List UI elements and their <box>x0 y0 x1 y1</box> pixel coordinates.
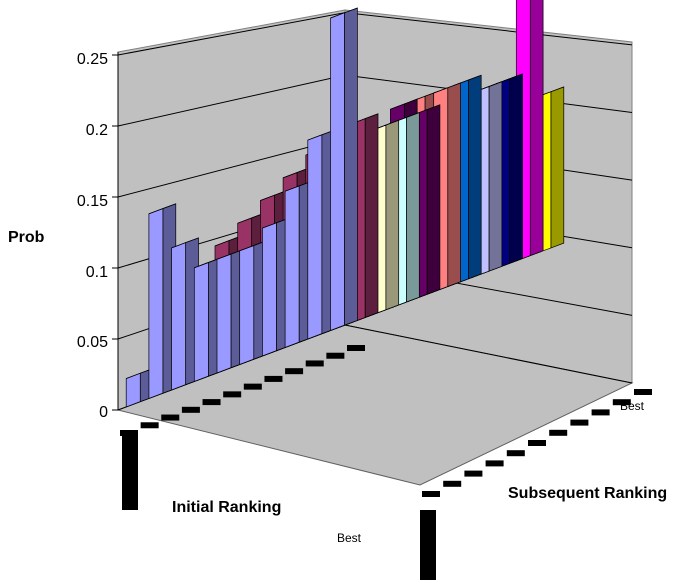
bar-front-face <box>239 244 255 365</box>
x-axis-tick-bar <box>122 432 138 510</box>
x-axis-title: Initial Ranking <box>172 499 281 516</box>
y-axis-title: Prob <box>8 229 45 246</box>
bar-side-face <box>488 81 503 272</box>
bar-top-face <box>495 73 523 85</box>
y-tick-label-0: 0 <box>99 404 108 421</box>
bar-front-face <box>193 261 209 382</box>
x-axis-tick-0 <box>347 345 365 351</box>
x-axis-tick-10 <box>140 422 159 429</box>
y-tick-label-1: 0.05 <box>77 334 108 351</box>
x-axis-tick-5 <box>243 383 262 390</box>
x-axis-tick-6 <box>223 391 242 398</box>
x-axis-tick-3 <box>285 368 304 375</box>
y-tick-label-2: 0.1 <box>86 264 108 281</box>
z-axis-tick-2 <box>464 470 483 477</box>
x-axis-best-label: Best <box>337 531 362 545</box>
bar-top-face <box>171 237 199 249</box>
y-tick-label-3: 0.15 <box>77 193 108 210</box>
bar-top-face <box>433 82 461 94</box>
bar-top-face <box>371 119 399 131</box>
z-axis-tick-10 <box>634 389 652 395</box>
bar-side-face <box>385 119 400 311</box>
z-axis-tick-3 <box>485 460 504 467</box>
bar-top-face <box>454 74 482 86</box>
x-axis-tick-9 <box>161 414 180 421</box>
z-axis-tick-4 <box>506 450 525 457</box>
z-axis-tick-bar <box>420 510 436 580</box>
bar-top-face <box>536 86 564 98</box>
bar-front-face <box>171 242 187 391</box>
bar-side-face <box>447 82 461 288</box>
z-axis-title: Subsequent Ranking <box>508 485 667 502</box>
chart-tick-marks <box>120 345 652 580</box>
bar-side-face <box>344 7 358 326</box>
bar-top-face <box>351 113 379 125</box>
bar-r10-c9 <box>330 7 358 331</box>
bar-front-face <box>125 372 141 408</box>
chart-bars <box>125 0 565 408</box>
bar-top-face <box>412 104 441 116</box>
bar-side-face <box>364 113 379 318</box>
y-tick-label-4: 0.2 <box>86 122 108 139</box>
bar-side-face <box>529 0 544 257</box>
z-axis-tick-0 <box>422 491 440 497</box>
z-axis-tick-5 <box>528 440 546 446</box>
bar-side-face <box>468 74 482 280</box>
bar-front-face <box>284 185 300 348</box>
bar-side-face <box>426 104 441 295</box>
z-axis-tick-8 <box>591 409 610 416</box>
bar-side-face <box>509 73 523 264</box>
bar-front-face <box>262 222 277 357</box>
bar-front-face <box>330 12 345 331</box>
z-axis-tick-9 <box>612 399 631 406</box>
bar-side-face <box>550 86 565 249</box>
bar-front-face <box>148 207 164 399</box>
bar-top-face <box>148 203 176 215</box>
x-axis-tick-8 <box>181 406 200 413</box>
z-axis-tick-6 <box>549 429 568 436</box>
x-axis-tick-2 <box>305 360 324 367</box>
x-axis-tick-1 <box>326 352 345 359</box>
x-axis-tick-4 <box>264 375 283 382</box>
bar-front-face <box>307 134 323 340</box>
z-axis-tick-1 <box>443 480 462 487</box>
bar-top-face <box>392 112 420 123</box>
z-axis-tick-7 <box>570 419 589 426</box>
x-axis-tick-7 <box>202 399 221 406</box>
bar-front-face <box>216 253 232 374</box>
bar-top-face <box>474 81 503 93</box>
bar-top-face <box>390 98 418 110</box>
z-axis-best-label: Best <box>620 399 645 413</box>
bar-side-face <box>406 112 420 303</box>
bar-top-face <box>330 7 358 19</box>
y-tick-label-5: 0.25 <box>77 51 108 68</box>
